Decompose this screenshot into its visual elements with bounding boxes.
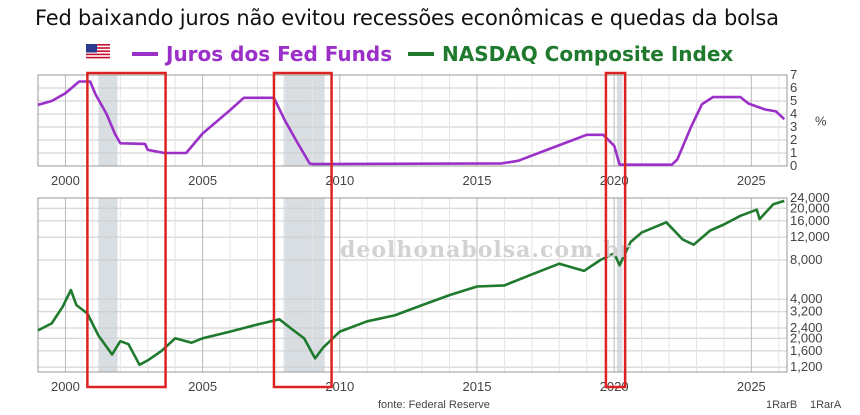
y-tick-label: 2 <box>790 132 797 147</box>
y-tick-label: 2,400 <box>790 320 823 335</box>
footer-code-a: 1RarA <box>810 399 842 411</box>
x-tick-label: 2025 <box>737 379 766 394</box>
y-tick-label: 16,000 <box>790 213 830 228</box>
y-tick-label: 7 <box>790 67 797 82</box>
x-tick-label: 2000 <box>51 173 80 188</box>
y-tick-label: 6 <box>790 80 797 95</box>
nasdaq-line <box>37 199 785 367</box>
y-axis-unit: % <box>815 114 827 129</box>
y-tick-label: 1 <box>790 145 797 160</box>
y-tick-label: 20,000 <box>790 200 830 215</box>
y-tick-label: 0 <box>790 158 797 173</box>
legend-label-nasdaq: NASDAQ Composite Index <box>442 42 734 66</box>
highlight-box <box>86 71 167 389</box>
plot-frame <box>37 74 788 167</box>
legend-swatch-nasdaq <box>408 52 434 56</box>
x-tick-label: 2000 <box>51 379 80 394</box>
legend-swatch-fed-funds <box>132 52 158 56</box>
y-tick-label: 3,200 <box>790 304 823 319</box>
y-tick-label: 4 <box>790 106 797 121</box>
highlight-box <box>604 71 627 389</box>
recession-band <box>616 198 623 372</box>
recession-band <box>98 198 118 372</box>
x-tick-label: 2015 <box>463 379 492 394</box>
x-tick-label: 2025 <box>737 173 766 188</box>
plot-frame <box>37 197 788 373</box>
fed-funds-line <box>37 80 786 166</box>
chart-title: Fed baixando juros não evitou recessões … <box>35 6 779 30</box>
x-tick-label: 2010 <box>325 173 354 188</box>
y-tick-label: 1,600 <box>790 343 823 358</box>
recession-band <box>283 198 325 372</box>
y-tick-label: 2,000 <box>790 330 823 345</box>
y-tick-label: 4,000 <box>790 291 823 306</box>
recession-band <box>616 75 623 166</box>
source-note: fonte: Federal Reserve <box>378 399 490 411</box>
legend-item-nasdaq: NASDAQ Composite Index <box>408 42 733 66</box>
x-tick-label: 2005 <box>188 173 217 188</box>
y-tick-label: 3 <box>790 119 797 134</box>
x-tick-label: 2005 <box>188 379 217 394</box>
watermark: deolhonabolsa.com.br <box>340 237 632 263</box>
legend-item-fed-funds: Juros dos Fed Funds <box>132 42 392 66</box>
x-tick-label: 2015 <box>463 173 492 188</box>
y-tick-label: 12,000 <box>790 229 830 244</box>
us-flag-icon <box>86 44 110 60</box>
legend: Juros dos Fed Funds NASDAQ Composite Ind… <box>86 42 786 66</box>
y-tick-label: 5 <box>790 93 797 108</box>
y-tick-label: 24,000 <box>790 190 830 205</box>
y-tick-label: 8,000 <box>790 252 823 267</box>
footer-code-b: 1RarB <box>766 399 797 411</box>
recession-band <box>283 75 325 166</box>
y-tick-label: 1,200 <box>790 359 823 374</box>
highlight-box <box>272 71 333 389</box>
legend-label-fed-funds: Juros dos Fed Funds <box>166 42 393 66</box>
